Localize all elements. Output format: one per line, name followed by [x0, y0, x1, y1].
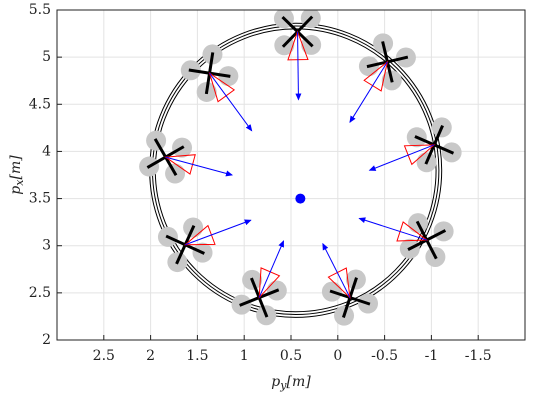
velocity-arrow — [258, 240, 284, 298]
velocity-arrow — [295, 31, 302, 101]
y-tick-label: 4.5 — [29, 96, 51, 112]
ticks: 2.5 2 1.5 1 0.5 0 -0.5 -1 -1.5 2 2.5 3 3.5 4 4.5 5 5.5 — [29, 2, 492, 364]
drone — [358, 33, 416, 92]
target-point — [295, 193, 306, 204]
x-tick-label: -1.5 — [465, 348, 492, 364]
x-tick-label: 1.5 — [186, 348, 208, 364]
x-tick-label: -1 — [425, 348, 439, 364]
x-label-base: p — [271, 374, 280, 390]
drone — [321, 267, 379, 326]
y-axis-label: px[m] — [8, 155, 26, 195]
x-tick-label: 2.5 — [93, 348, 115, 364]
drone — [139, 130, 196, 184]
data-layer — [139, 10, 462, 326]
x-label-unit: [m] — [286, 374, 311, 390]
velocity-arrow — [185, 219, 252, 246]
x-tick-label: -0.5 — [371, 348, 398, 364]
y-label-unit: [m] — [8, 155, 24, 180]
y-tick-label: 5.5 — [29, 2, 51, 18]
velocity-arrow — [322, 242, 351, 298]
y-tick-label: 3.5 — [29, 191, 51, 207]
velocity-arrow — [165, 156, 233, 177]
drone — [180, 44, 239, 103]
x-tick-label: 2 — [146, 348, 155, 364]
y-tick-label: 4 — [42, 143, 51, 159]
y-tick-label: 2.5 — [29, 285, 51, 301]
y-tick-label: 5 — [42, 49, 51, 65]
velocity-arrow — [349, 61, 388, 124]
velocity-arrow — [368, 144, 435, 171]
y-label-base: p — [8, 186, 24, 195]
y-tick-label: 2 — [42, 332, 51, 348]
drone — [231, 267, 287, 326]
x-label-sub: y — [279, 379, 287, 392]
x-tick-label: 0.5 — [280, 348, 302, 364]
y-label-sub: x — [13, 179, 26, 186]
x-tick-label: 1 — [240, 348, 249, 364]
x-axis-label: py[m] — [271, 374, 311, 392]
drone — [273, 10, 322, 61]
velocity-arrow — [209, 72, 253, 132]
velocity-arrow — [358, 217, 427, 241]
x-tick-label: 0 — [333, 348, 342, 364]
y-tick-label: 3 — [42, 238, 51, 254]
